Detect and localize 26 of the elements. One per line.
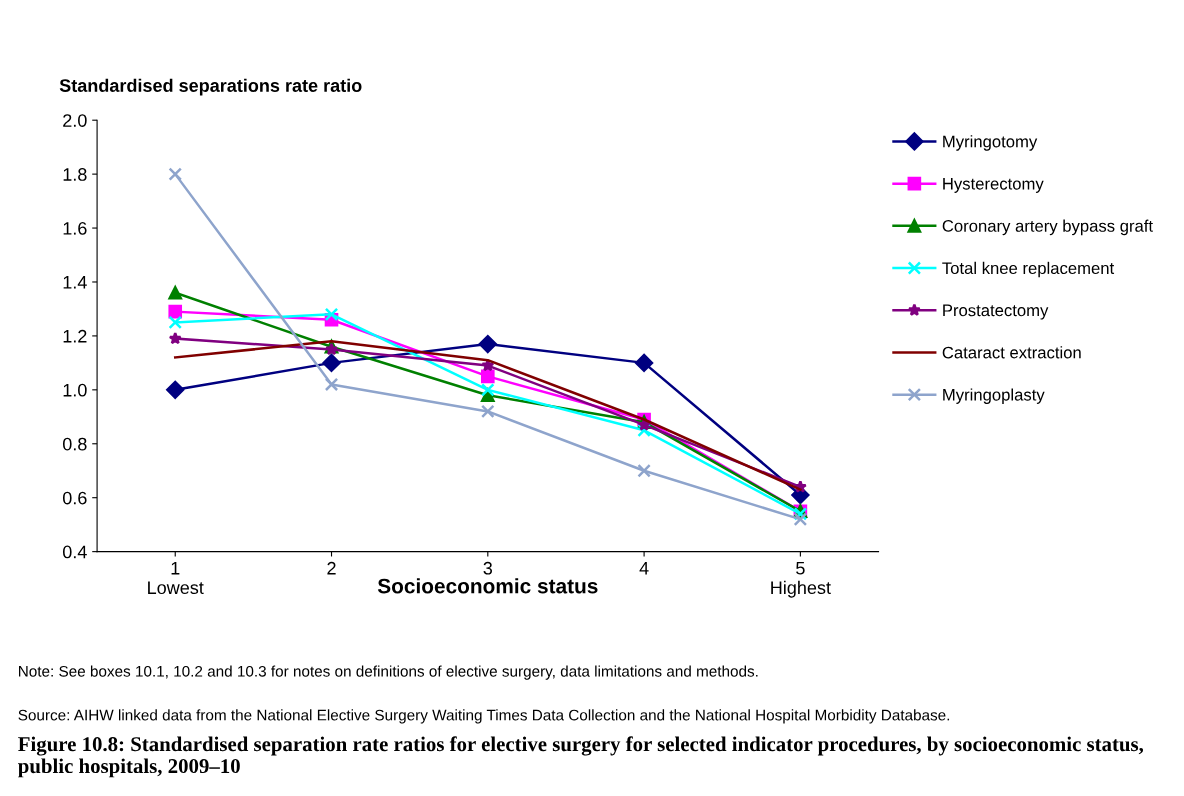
y-tick-label: 0.6 [62, 491, 87, 505]
y-tick-label: 1.2 [63, 329, 87, 343]
legend-label: Total knee replacement [942, 261, 1115, 278]
x-axis-title: Socioeconomic status [377, 578, 598, 594]
legend-label: Myringotomy [943, 135, 1038, 151]
legend-label: Coronary artery bypass graft [942, 219, 1153, 236]
y-tick-label: 1.6 [63, 221, 87, 235]
legend-label: Myringoplasty [943, 388, 1045, 404]
x-tick-label: 3 [483, 561, 493, 575]
legend-label: Cataract extraction [942, 346, 1081, 359]
x-tick-label: 1 Lowest [148, 562, 204, 595]
y-tick-label: 0.8 [62, 437, 87, 451]
legend-label: Hysterectomy [943, 178, 1044, 193]
text: Note: See boxes 10.1, 10.2 and 10.3 for notes on definitions of elective surgery, data limitations and methods. [19, 665, 758, 680]
y-axis-title: Standardised separations rate ratio [59, 78, 362, 96]
legend-label: Prostatectomy [943, 304, 1049, 320]
x-tick-label: 2 [327, 561, 336, 575]
y-tick-label: 2.0 [63, 114, 87, 127]
source-note: Source: AIHW linked data from the National Elective Surgery Waiting Times Data Collection and the National Hospital Morbidity Database. [18, 709, 950, 724]
y-tick-label: 1.4 [63, 276, 87, 289]
x-tick-label: 4 [639, 562, 649, 575]
x-tick-label: 5 Highest [771, 562, 831, 598]
y-tick-label: 1.8 [63, 168, 87, 181]
y-tick-label: 1.0 [63, 383, 87, 397]
text: Figure 10.8: Standardised separation rate ratios for elective surgery for selected indicator procedures, by socioeconomic status, public hospitals, 2009–10 [18, 736, 1144, 778]
y-tick-label: 0.4 [62, 545, 87, 559]
